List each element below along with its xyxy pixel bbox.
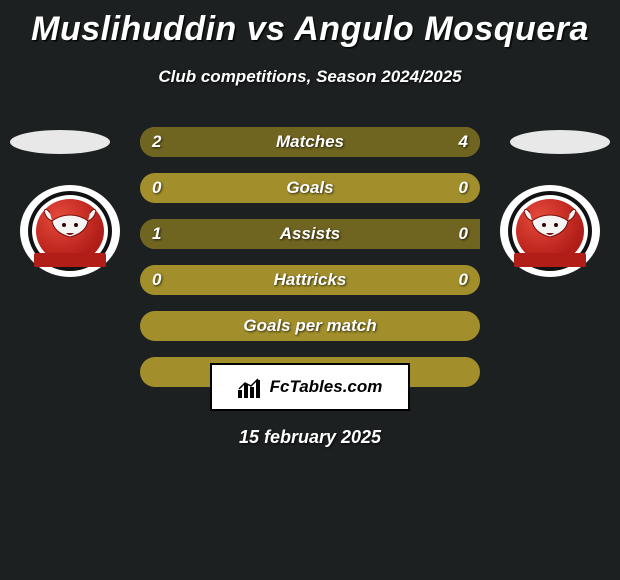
stat-row: 2 4 Matches (140, 127, 480, 157)
fctables-logo: FcTables.com (210, 363, 410, 411)
stat-label: Hattricks (274, 270, 347, 290)
stat-label: Goals (286, 178, 333, 198)
stat-value-left: 2 (152, 127, 161, 157)
stat-rows-container: 2 4 Matches 0 0 Goals 1 0 Assists 0 0 Hattricks Goal… (140, 127, 480, 403)
subtitle: Club competitions, Season 2024/2025 (0, 67, 620, 87)
stat-value-right: 0 (459, 173, 468, 203)
club-badge-left (20, 185, 120, 277)
stat-row: 0 0 Hattricks (140, 265, 480, 295)
stat-value-left: 0 (152, 173, 161, 203)
stat-label: Assists (280, 224, 340, 244)
stat-label: Goals per match (243, 316, 376, 336)
stat-value-right: 0 (459, 265, 468, 295)
stat-value-right: 4 (459, 127, 468, 157)
date-label: 15 february 2025 (0, 427, 620, 448)
club-badge-right (500, 185, 600, 277)
stat-row: Goals per match (140, 311, 480, 341)
logo-text: FcTables.com (270, 377, 383, 397)
stat-row: 1 0 Assists (140, 219, 480, 249)
stat-label: Matches (276, 132, 344, 152)
bull-icon (44, 207, 96, 249)
stat-value-left: 0 (152, 265, 161, 295)
page-title: Muslihuddin vs Angulo Mosquera (0, 0, 620, 49)
bull-icon (524, 207, 576, 249)
player-left-placeholder-ellipse (10, 130, 110, 154)
stat-value-left: 1 (152, 219, 161, 249)
stat-value-right: 0 (459, 219, 468, 249)
stat-row: 0 0 Goals (140, 173, 480, 203)
player-right-placeholder-ellipse (510, 130, 610, 154)
bars-icon (238, 376, 264, 398)
